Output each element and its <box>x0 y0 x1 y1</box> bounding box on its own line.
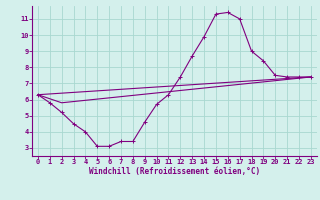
X-axis label: Windchill (Refroidissement éolien,°C): Windchill (Refroidissement éolien,°C) <box>89 167 260 176</box>
